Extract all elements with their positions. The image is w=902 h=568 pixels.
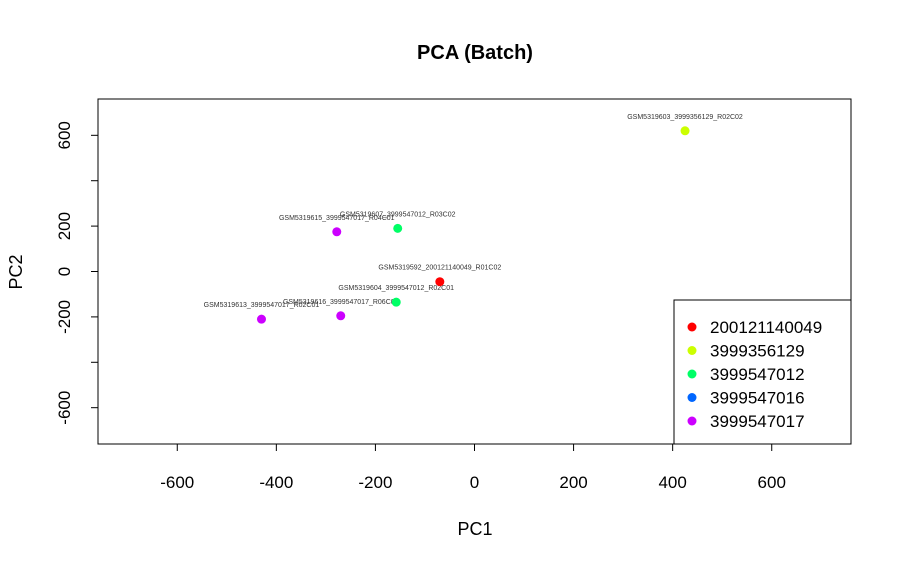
y-tick-label: 0 — [55, 267, 74, 276]
y-axis: -600 -200 0 200 600 — [55, 121, 99, 425]
legend-entry-label: 3999356129 — [710, 342, 805, 361]
chart-title: PCA (Batch) — [417, 42, 533, 64]
data-point-label: GSM5319616_3999547017_R06C01 — [283, 299, 399, 306]
data-point-label: GSM5319615_3999547017_R04C01 — [279, 215, 395, 222]
data-point — [435, 277, 445, 287]
legend-entry-label: 3999547012 — [710, 365, 805, 384]
data-point-label: GSM5319603_3999356129_R02C02 — [627, 114, 743, 121]
x-tick-label: -600 — [160, 473, 194, 492]
x-tick-label: 600 — [758, 473, 786, 492]
y-tick-label: 200 — [55, 212, 74, 240]
legend-marker — [687, 416, 697, 426]
legend-marker — [687, 322, 697, 332]
data-point — [336, 311, 346, 321]
x-tick-label: 400 — [658, 473, 686, 492]
data-point-label: GSM5319592_200121140049_R01C02 — [378, 265, 501, 272]
legend-box — [673, 299, 852, 445]
data-point-label: GSM5319607_3999547012_R03C02 — [340, 211, 456, 218]
y-tick-label: -600 — [55, 391, 74, 425]
legend-entry-label: 3999547016 — [710, 389, 805, 408]
x-axis: -600 -400 -200 0 200 400 600 — [160, 443, 786, 492]
legend-marker — [687, 369, 697, 379]
data-point — [332, 227, 342, 237]
data-point — [256, 314, 266, 324]
point-labels: GSM5319592_200121140049_R01C02 GSM5319603… — [204, 114, 743, 309]
y-tick-label: 600 — [55, 121, 74, 149]
x-tick-label: -200 — [358, 473, 392, 492]
x-axis-label: PC1 — [457, 519, 492, 539]
data-point — [680, 126, 690, 136]
data-point-label: GSM5319613_3999547017_R02C01 — [204, 302, 320, 309]
legend-marker — [687, 346, 697, 355]
x-tick-label: -400 — [259, 473, 293, 492]
legend-entry-label: 3999547017 — [710, 412, 805, 431]
data-points — [256, 126, 690, 324]
x-tick-label: 0 — [470, 473, 479, 492]
data-point-label: GSM5319604_3999547012_R02C01 — [338, 285, 454, 292]
x-tick-label: 200 — [559, 473, 587, 492]
data-point — [391, 297, 401, 307]
legend-entry-label: 200121140049 — [710, 318, 822, 337]
y-axis-label: PC2 — [6, 254, 26, 289]
data-point — [393, 223, 403, 233]
y-tick-label: -200 — [55, 300, 74, 334]
legend: 200121140049 3999356129 3999547012 39995470… — [673, 299, 852, 445]
legend-marker — [687, 393, 697, 402]
